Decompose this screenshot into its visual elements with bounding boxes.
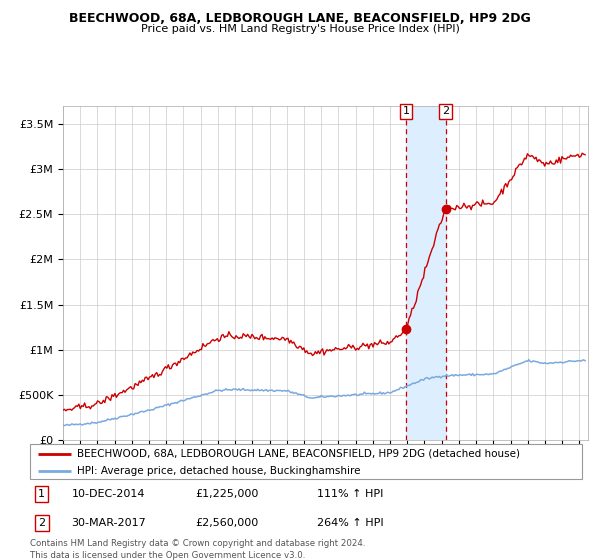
- Text: 111% ↑ HPI: 111% ↑ HPI: [317, 489, 383, 499]
- Text: Contains HM Land Registry data © Crown copyright and database right 2024.
This d: Contains HM Land Registry data © Crown c…: [30, 539, 365, 560]
- Text: 30-MAR-2017: 30-MAR-2017: [71, 518, 146, 528]
- Text: 2: 2: [38, 518, 46, 528]
- Text: 2: 2: [442, 106, 449, 116]
- Text: 1: 1: [38, 489, 45, 499]
- Text: £2,560,000: £2,560,000: [196, 518, 259, 528]
- Text: 264% ↑ HPI: 264% ↑ HPI: [317, 518, 383, 528]
- FancyBboxPatch shape: [30, 444, 582, 479]
- Text: BEECHWOOD, 68A, LEDBOROUGH LANE, BEACONSFIELD, HP9 2DG (detached house): BEECHWOOD, 68A, LEDBOROUGH LANE, BEACONS…: [77, 449, 520, 459]
- Text: 10-DEC-2014: 10-DEC-2014: [71, 489, 145, 499]
- Text: 1: 1: [403, 106, 409, 116]
- Text: BEECHWOOD, 68A, LEDBOROUGH LANE, BEACONSFIELD, HP9 2DG: BEECHWOOD, 68A, LEDBOROUGH LANE, BEACONS…: [69, 12, 531, 25]
- Text: HPI: Average price, detached house, Buckinghamshire: HPI: Average price, detached house, Buck…: [77, 466, 361, 476]
- Text: £1,225,000: £1,225,000: [196, 489, 259, 499]
- Text: Price paid vs. HM Land Registry's House Price Index (HPI): Price paid vs. HM Land Registry's House …: [140, 24, 460, 34]
- Bar: [406, 106, 446, 440]
